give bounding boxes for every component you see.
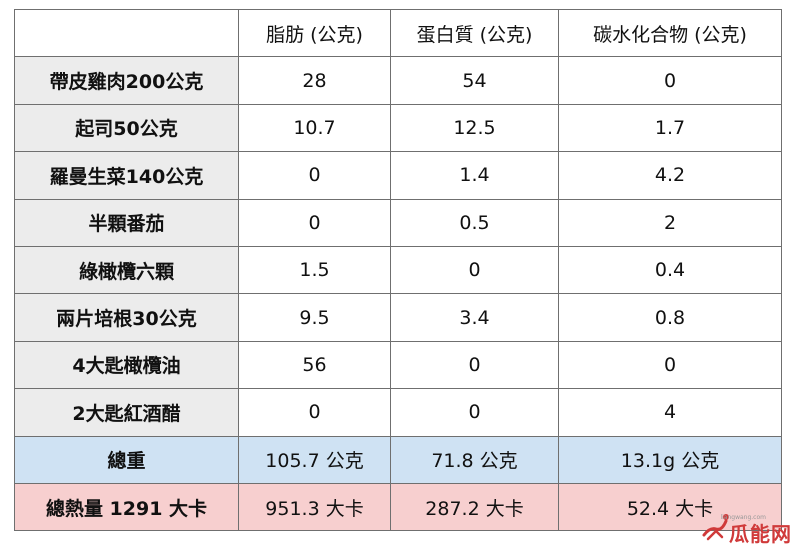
runner-logo-icon bbox=[702, 514, 729, 541]
carbs-cell: 4 bbox=[558, 388, 782, 437]
protein-cell: 12.5 bbox=[390, 103, 559, 153]
row-label: 羅曼生菜140公克 bbox=[14, 151, 239, 200]
total-carbs: 13.1g 公克 bbox=[558, 435, 782, 484]
carbs-cell: 2 bbox=[558, 198, 782, 247]
total-row: 總重 105.7 公克 71.8 公克 13.1g 公克 bbox=[14, 435, 782, 484]
table-row: 2大匙紅酒醋 0 0 4 bbox=[14, 388, 782, 437]
nutrition-table: 脂肪 (公克) 蛋白質 (公克) 碳水化合物 (公克) 帶皮雞肉200公克 28… bbox=[14, 8, 782, 532]
protein-cell: 0 bbox=[390, 340, 559, 390]
protein-cell: 1.4 bbox=[390, 151, 559, 200]
table-row: 起司50公克 10.7 12.5 1.7 bbox=[14, 103, 782, 153]
row-label: 帶皮雞肉200公克 bbox=[14, 56, 239, 105]
protein-cell: 54 bbox=[390, 56, 559, 105]
carbs-cell: 0 bbox=[558, 56, 782, 105]
carbs-cell: 0.8 bbox=[558, 293, 782, 342]
total-fat: 105.7 公克 bbox=[238, 435, 391, 484]
fat-cell: 10.7 bbox=[238, 103, 391, 153]
row-label: 兩片培根30公克 bbox=[14, 293, 239, 342]
calories-fat: 951.3 大卡 bbox=[238, 482, 391, 532]
table-row: 兩片培根30公克 9.5 3.4 0.8 bbox=[14, 293, 782, 342]
row-label: 起司50公克 bbox=[14, 103, 239, 153]
row-label: 半顆番茄 bbox=[14, 198, 239, 247]
header-cell-empty bbox=[14, 8, 239, 58]
watermark-url: liangwang.com bbox=[720, 514, 766, 521]
table-row: 半顆番茄 0 0.5 2 bbox=[14, 198, 782, 247]
row-label: 綠橄欖六顆 bbox=[14, 245, 239, 295]
protein-cell: 0.5 bbox=[390, 198, 559, 247]
table-row: 綠橄欖六顆 1.5 0 0.4 bbox=[14, 245, 782, 295]
protein-cell: 0 bbox=[390, 388, 559, 437]
protein-cell: 0 bbox=[390, 245, 559, 295]
header-protein: 蛋白質 (公克) bbox=[390, 8, 559, 58]
calories-carbs: 52.4 大卡 bbox=[558, 482, 782, 532]
fat-cell: 28 bbox=[238, 56, 391, 105]
row-label: 4大匙橄欖油 bbox=[14, 340, 239, 390]
carbs-cell: 0 bbox=[558, 340, 782, 390]
watermark-text: 瓜能网 bbox=[729, 522, 792, 546]
carbs-cell: 1.7 bbox=[558, 103, 782, 153]
fat-cell: 0 bbox=[238, 198, 391, 247]
calories-label: 總熱量 1291 大卡 bbox=[14, 482, 239, 532]
watermark-logo: liangwang.com 瓜能网 bbox=[696, 503, 792, 547]
header-fat: 脂肪 (公克) bbox=[238, 8, 391, 58]
calories-row: 總熱量 1291 大卡 951.3 大卡 287.2 大卡 52.4 大卡 bbox=[14, 482, 782, 532]
fat-cell: 9.5 bbox=[238, 293, 391, 342]
total-label: 總重 bbox=[14, 435, 239, 484]
fat-cell: 0 bbox=[238, 388, 391, 437]
header-carbs: 碳水化合物 (公克) bbox=[558, 8, 782, 58]
row-label: 2大匙紅酒醋 bbox=[14, 388, 239, 437]
fat-cell: 1.5 bbox=[238, 245, 391, 295]
carbs-cell: 0.4 bbox=[558, 245, 782, 295]
header-row: 脂肪 (公克) 蛋白質 (公克) 碳水化合物 (公克) bbox=[14, 8, 782, 58]
fat-cell: 0 bbox=[238, 151, 391, 200]
protein-cell: 3.4 bbox=[390, 293, 559, 342]
table-row: 羅曼生菜140公克 0 1.4 4.2 bbox=[14, 151, 782, 200]
carbs-cell: 4.2 bbox=[558, 151, 782, 200]
calories-protein: 287.2 大卡 bbox=[390, 482, 559, 532]
table-row: 帶皮雞肉200公克 28 54 0 bbox=[14, 56, 782, 105]
fat-cell: 56 bbox=[238, 340, 391, 390]
total-protein: 71.8 公克 bbox=[390, 435, 559, 484]
table-row: 4大匙橄欖油 56 0 0 bbox=[14, 340, 782, 390]
